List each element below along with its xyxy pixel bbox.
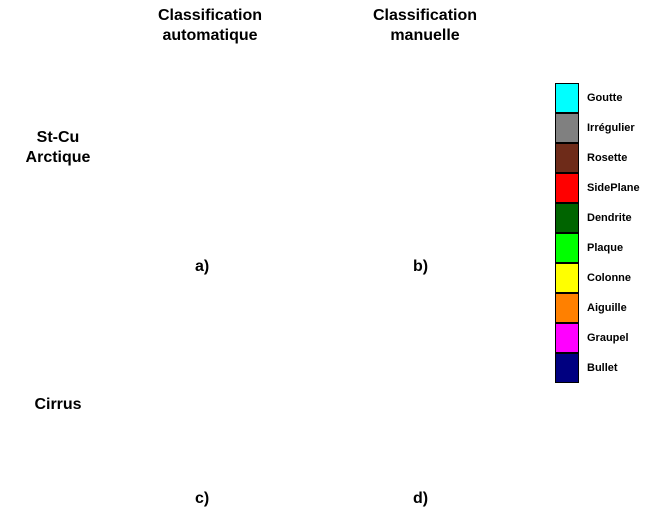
legend-swatch: [555, 233, 579, 263]
legend-swatch: [555, 293, 579, 323]
legend-swatch: [555, 353, 579, 383]
legend-item: Dendrite: [555, 203, 640, 233]
legend-swatch: [555, 323, 579, 353]
legend-label: SidePlane: [587, 182, 640, 194]
legend-item: Colonne: [555, 263, 640, 293]
legend-item: Goutte: [555, 83, 640, 113]
legend-item: Plaque: [555, 233, 640, 263]
legend-item: Rosette: [555, 143, 640, 173]
legend-swatch: [555, 203, 579, 233]
row-header-stcu: St-Cu Arctique: [8, 128, 108, 168]
column-header-auto: Classification automatique: [130, 6, 290, 46]
row-header-cirrus: Cirrus: [8, 395, 108, 415]
legend-item: Irrégulier: [555, 113, 640, 143]
legend-label: Colonne: [587, 272, 631, 284]
panel-label-c: c): [195, 490, 209, 508]
legend-item: Graupel: [555, 323, 640, 353]
legend-label: Bullet: [587, 362, 618, 374]
legend-label: Aiguille: [587, 302, 627, 314]
legend-item: Aiguille: [555, 293, 640, 323]
legend-swatch: [555, 113, 579, 143]
column-header-manual: Classification manuelle: [345, 6, 505, 46]
legend-swatch: [555, 143, 579, 173]
legend-label: Irrégulier: [587, 122, 635, 134]
legend-label: Rosette: [587, 152, 627, 164]
legend-item: Bullet: [555, 353, 640, 383]
legend-label: Goutte: [587, 92, 622, 104]
panel-label-d: d): [413, 490, 428, 508]
legend-item: SidePlane: [555, 173, 640, 203]
legend-swatch: [555, 83, 579, 113]
legend-swatch: [555, 263, 579, 293]
legend-label: Plaque: [587, 242, 623, 254]
panel-label-b: b): [413, 258, 428, 276]
legend-swatch: [555, 173, 579, 203]
legend: Goutte Irrégulier Rosette SidePlane Dendrite…: [555, 83, 640, 383]
legend-label: Graupel: [587, 332, 629, 344]
legend-label: Dendrite: [587, 212, 632, 224]
panel-label-a: a): [195, 258, 209, 276]
